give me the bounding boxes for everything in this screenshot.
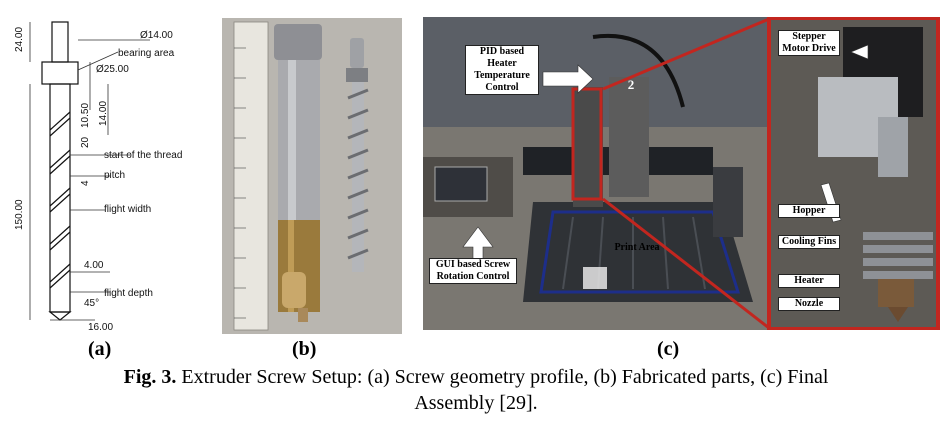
- label-start-thread: start of the thread: [104, 150, 182, 161]
- screw-geometry-drawing: 24.00 Ø14.00 bearing area Ø25.00 10.50 1…: [14, 21, 182, 333]
- label-flight-depth: flight depth: [104, 288, 153, 299]
- figure-caption: Fig. 3. Extruder Screw Setup: (a) Screw …: [0, 364, 952, 416]
- label-flight-width: flight width: [104, 204, 151, 215]
- dim-400: 4.00: [84, 260, 104, 271]
- label-stepper-motor: Stepper Motor Drive: [778, 30, 840, 56]
- label-gui-control: GUI based Screw Rotation Control: [429, 258, 517, 284]
- dim-4: 4: [80, 180, 91, 186]
- sublabel-b: (b): [292, 338, 317, 360]
- figure-number: Fig. 3.: [123, 366, 177, 388]
- fabricated-parts-photo: [222, 18, 402, 334]
- label-pid-control: PID based Heater Temperature Control: [465, 45, 539, 95]
- label-pitch: pitch: [104, 170, 125, 181]
- dim-150: 150.00: [14, 199, 25, 230]
- label-bearing-area: bearing area: [118, 48, 175, 59]
- sublabel-c: (c): [657, 338, 680, 360]
- label-heater: Heater: [778, 274, 840, 288]
- dim-dia-bearing: Ø25.00: [96, 64, 129, 75]
- caption-line-1: Fig. 3. Extruder Screw Setup: (a) Screw …: [0, 364, 952, 390]
- label-print-area: Print Area: [614, 242, 660, 253]
- label-axis-number: 2: [627, 77, 635, 92]
- caption-text-1: Extruder Screw Setup: (a) Screw geometry…: [176, 366, 829, 388]
- label-hopper: Hopper: [778, 204, 840, 218]
- label-nozzle: Nozzle: [778, 297, 840, 311]
- dim-1600: 16.00: [88, 322, 113, 333]
- caption-line-2: Assembly [29].: [414, 392, 538, 414]
- final-assembly-photo: PID based Heater Temperature Control GUI…: [423, 17, 940, 330]
- label-cooling-fins: Cooling Fins: [778, 235, 840, 249]
- dim-dia-top: Ø14.00: [140, 30, 173, 41]
- dim-angle: 45°: [84, 298, 99, 309]
- dim-20: 20: [80, 136, 91, 148]
- dim-1050: 10.50: [80, 103, 91, 128]
- dim-top: 24.00: [14, 27, 25, 52]
- dim-1400: 14.00: [98, 101, 109, 126]
- sublabel-a: (a): [88, 338, 112, 360]
